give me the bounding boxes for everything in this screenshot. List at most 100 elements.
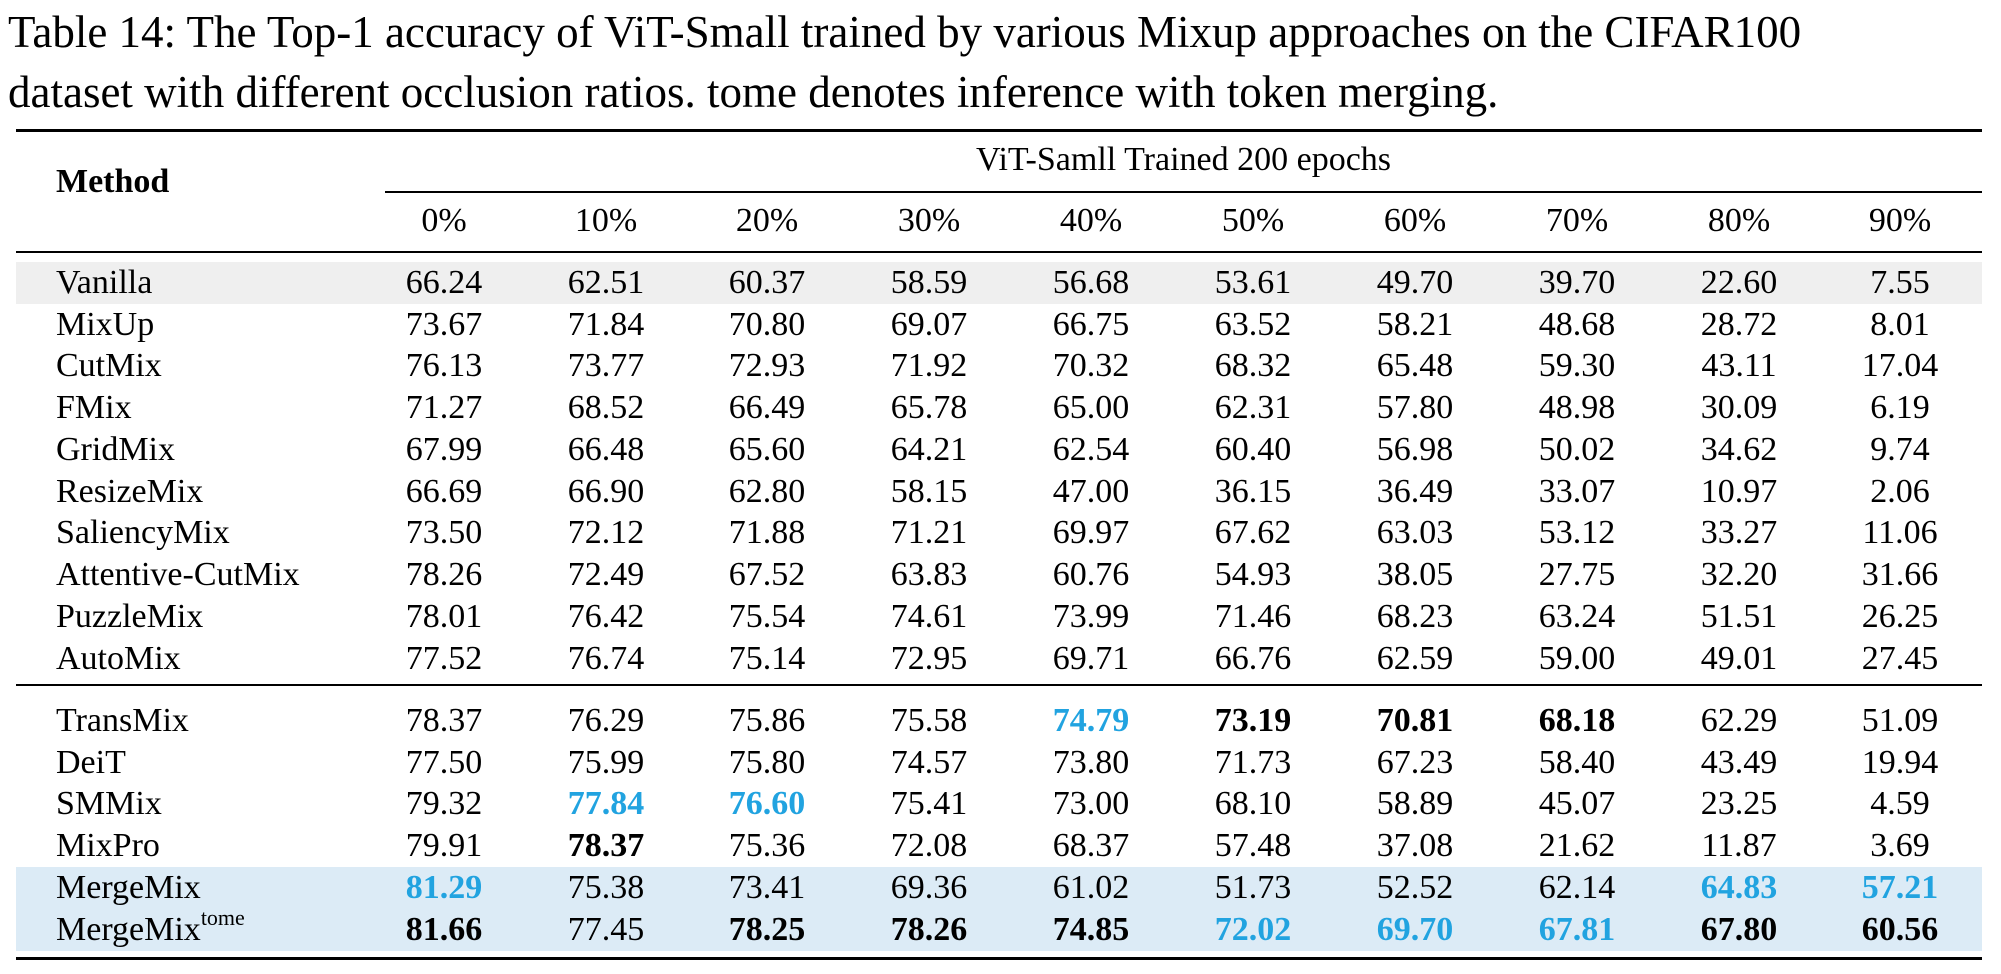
table-cell: 17.04 [1861,347,1939,384]
table-cell: 65.78 [890,389,968,426]
table-row: MergeMixtome 81.66 77.45 78.25 78.26 74.85 72.… [16,906,1982,951]
table-cell: 73.77 [567,347,645,384]
table-row: ResizeMix 66.69 66.90 62.80 58.15 47.00 36.15 3… [16,471,1982,513]
method-name-text: MixPro [56,827,160,864]
table-cell: 69.70 [1376,911,1454,948]
table-cell: 75.58 [890,702,968,739]
method-superscript: tome [200,904,245,930]
table-row: AutoMix 77.52 76.74 75.14 72.95 69.71 66.76 62.… [16,638,1982,680]
method-name-text: CutMix [56,347,162,384]
table-cell: 58.89 [1376,785,1454,822]
table-cell: 52.52 [1376,869,1454,906]
table-cell: 66.69 [405,473,483,510]
table-row: Vanilla 66.24 62.51 60.37 58.59 56.68 53.61 49.… [16,262,1982,304]
method-name: ResizeMix [56,471,203,513]
table-cell: 76.60 [728,785,806,822]
table-cell: 73.50 [405,514,483,551]
table-cell: 6.19 [1870,389,1930,426]
table-cell: 68.23 [1376,598,1454,635]
table-cell: 72.08 [890,827,968,864]
method-name: DeiT [56,742,126,784]
table-cell: 53.12 [1538,514,1616,551]
table-cell: 68.10 [1214,785,1292,822]
method-name-text: MergeMix [56,869,201,906]
table-cell: 77.52 [405,640,483,677]
table-cell: 75.99 [567,744,645,781]
table-cell: 4.59 [1870,785,1930,822]
table-cell: 36.15 [1214,473,1292,510]
method-name-text: MergeMix [56,911,201,948]
caption-line-2: dataset with different occlusion ratios.… [8,67,1499,117]
table-cell: 70.80 [728,306,806,343]
table-cell: 28.72 [1700,306,1778,343]
table-cell: 75.38 [567,869,645,906]
table-cell: 26.25 [1861,598,1939,635]
method-name: MixPro [56,825,160,867]
table-cell: 19.94 [1861,744,1939,781]
column-header: 0% [421,202,467,239]
table-cell: 81.66 [405,911,483,948]
method-name: MergeMix [56,867,201,909]
table-cell: 67.80 [1700,911,1778,948]
table-cell: 75.86 [728,702,806,739]
group-separator-rule [16,684,1982,686]
column-header: 90% [1868,202,1932,239]
table-cell: 69.36 [890,869,968,906]
table-row: MergeMix 81.29 75.38 73.41 69.36 61.02 51.73 52… [16,867,1982,909]
method-name-text: FMix [56,389,132,426]
table-cell: 58.59 [890,264,968,301]
column-header: 40% [1059,202,1123,239]
table-cell: 7.55 [1870,264,1930,301]
table-cell: 60.76 [1052,556,1130,593]
table-cell: 72.93 [728,347,806,384]
table-cell: 62.54 [1052,431,1130,468]
table-cell: 58.21 [1376,306,1454,343]
table-cell: 72.12 [567,514,645,551]
table-row: FMix 71.27 68.52 66.49 65.78 65.00 62.31 57.80 4… [16,387,1982,429]
table-cell: 74.57 [890,744,968,781]
table-cell: 62.14 [1538,869,1616,906]
table-cell: 77.50 [405,744,483,781]
table-row: DeiT 77.50 75.99 75.80 74.57 73.80 71.73 67.23 5… [16,742,1982,784]
method-name-text: GridMix [56,431,175,468]
method-name: TransMix [56,700,189,742]
table-cell: 27.45 [1861,640,1939,677]
table-cell: 36.49 [1376,473,1454,510]
table-cell: 34.62 [1700,431,1778,468]
method-name-text: ResizeMix [56,473,204,510]
table-cell: 68.52 [567,389,645,426]
table-cell: 71.46 [1214,598,1292,635]
method-name: CutMix [56,345,162,387]
table-row: MixPro 79.91 78.37 75.36 72.08 68.37 57.48 37.0… [16,825,1982,867]
table-cell: 48.68 [1538,306,1616,343]
method-name: SaliencyMix [56,512,230,554]
method-name: MergeMixtome [56,906,245,951]
table-cell: 43.49 [1700,744,1778,781]
table-cell: 39.70 [1538,264,1616,301]
table-row: SMMix 79.32 77.84 76.60 75.41 73.00 68.10 58.89… [16,783,1982,825]
caption-line-1: Table 14: The Top-1 accuracy of ViT-Smal… [8,7,1802,57]
table-cell: 75.14 [728,640,806,677]
table-cell: 73.67 [405,306,483,343]
table-cell: 54.93 [1214,556,1292,593]
table-cell: 2.06 [1870,473,1930,510]
method-name: Vanilla [56,262,152,304]
group-header-rule [385,191,1982,193]
table-cell: 49.01 [1700,640,1778,677]
table-cell: 78.26 [890,911,968,948]
table-cell: 71.73 [1214,744,1292,781]
table-cell: 31.66 [1861,556,1939,593]
group-column-header: ViT-Samll Trained 200 epochs [975,141,1392,178]
table-cell: 11.87 [1701,827,1777,864]
table-cell: 69.97 [1052,514,1130,551]
table-cell: 57.80 [1376,389,1454,426]
table-cell: 51.09 [1861,702,1939,739]
table-cell: 64.83 [1700,869,1778,906]
table-cell: 56.68 [1052,264,1130,301]
table-cell: 75.36 [728,827,806,864]
table-cell: 63.83 [890,556,968,593]
table-cell: 22.60 [1700,264,1778,301]
table-cell: 3.69 [1870,827,1930,864]
table-cell: 68.37 [1052,827,1130,864]
table-cell: 43.11 [1701,347,1777,384]
